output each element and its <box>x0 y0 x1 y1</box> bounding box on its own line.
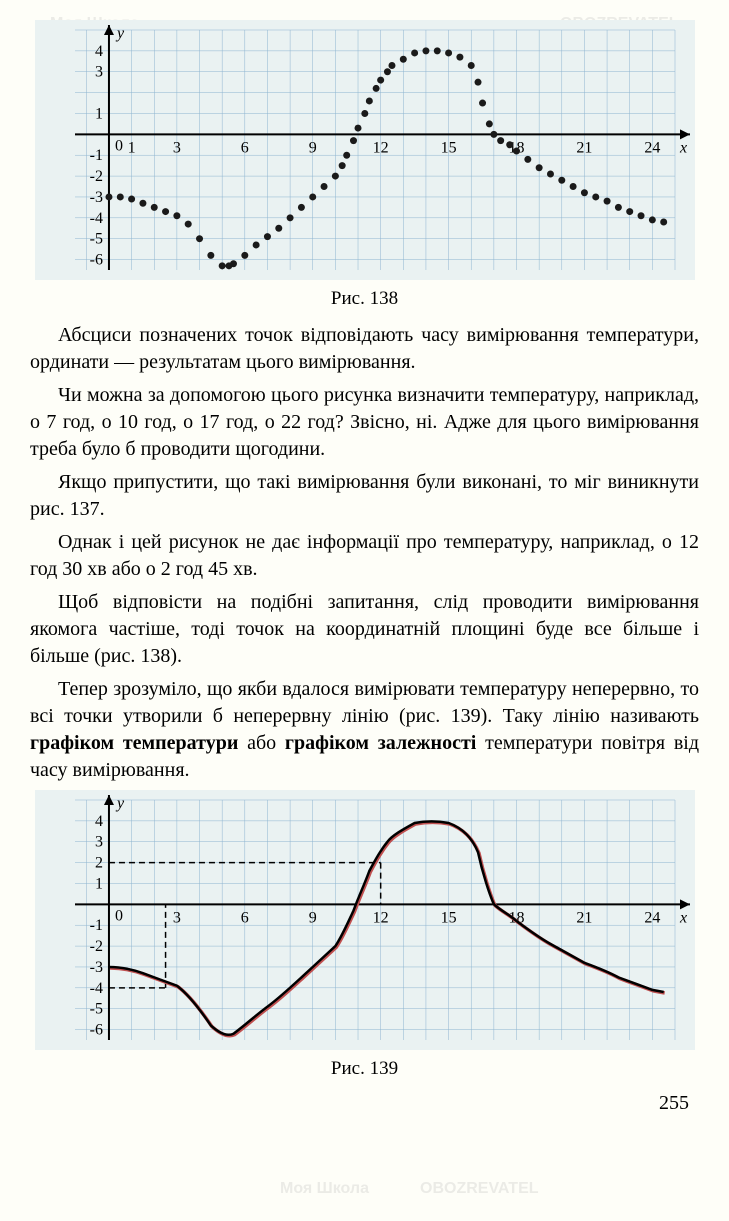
svg-text:-4: -4 <box>89 980 102 997</box>
chart-139: xy03691215182124-6-5-4-3-2-11234 <box>35 790 695 1050</box>
svg-text:9: 9 <box>308 139 316 156</box>
paragraph: Якщо припустити, що такі вимірювання бул… <box>30 469 699 523</box>
svg-text:-1: -1 <box>89 147 102 164</box>
svg-text:-5: -5 <box>89 231 102 248</box>
svg-text:3: 3 <box>172 139 180 156</box>
svg-text:x: x <box>679 909 687 926</box>
svg-text:0: 0 <box>114 137 122 154</box>
chart-138: xy013691215182124-6-5-4-3-2-1134 <box>35 20 695 280</box>
page-number: 255 <box>30 1092 699 1115</box>
svg-text:24: 24 <box>644 909 660 926</box>
paragraph: Щоб відповісти на подібні запитання, слі… <box>30 589 699 670</box>
svg-text:-3: -3 <box>89 189 102 206</box>
figure-caption-138: Рис. 138 <box>30 288 699 310</box>
watermark: OBOZREVATEL <box>420 1180 539 1198</box>
svg-text:-4: -4 <box>89 210 102 227</box>
svg-text:4: 4 <box>94 813 102 830</box>
svg-text:12: 12 <box>372 139 388 156</box>
svg-text:-6: -6 <box>89 1022 102 1039</box>
svg-text:3: 3 <box>94 64 102 81</box>
svg-text:-3: -3 <box>89 959 102 976</box>
svg-text:2: 2 <box>94 855 102 872</box>
svg-text:6: 6 <box>240 139 248 156</box>
page: Моя Школа OBOZREVATEL xy013691215182124-… <box>0 0 729 1221</box>
svg-text:15: 15 <box>440 139 456 156</box>
svg-text:4: 4 <box>94 43 102 60</box>
svg-text:21: 21 <box>576 139 592 156</box>
svg-text:12: 12 <box>372 909 388 926</box>
watermark: Моя Школа <box>280 1180 369 1198</box>
svg-text:x: x <box>679 139 687 156</box>
svg-text:1: 1 <box>127 139 135 156</box>
svg-text:-5: -5 <box>89 1001 102 1018</box>
svg-text:3: 3 <box>94 834 102 851</box>
svg-text:-2: -2 <box>89 938 102 955</box>
svg-text:9: 9 <box>308 909 316 926</box>
svg-text:1: 1 <box>94 875 102 892</box>
paragraph: Тепер зрозуміло, що якби вдалося вимірюв… <box>30 676 699 784</box>
svg-text:0: 0 <box>114 907 122 924</box>
paragraph: Однак і цей рисунок не дає інформації пр… <box>30 529 699 583</box>
figure-caption-139: Рис. 139 <box>30 1058 699 1080</box>
svg-text:24: 24 <box>644 139 660 156</box>
svg-text:y: y <box>114 795 124 812</box>
svg-text:-2: -2 <box>89 168 102 185</box>
svg-text:21: 21 <box>576 909 592 926</box>
paragraph: Абсциси позначених точок відповідають ча… <box>30 322 699 376</box>
svg-text:15: 15 <box>440 909 456 926</box>
svg-text:1: 1 <box>94 105 102 122</box>
svg-text:-1: -1 <box>89 917 102 934</box>
paragraph: Чи можна за допомогою цього рисунка визн… <box>30 382 699 463</box>
svg-text:6: 6 <box>240 909 248 926</box>
svg-text:y: y <box>114 25 124 42</box>
svg-text:-6: -6 <box>89 252 102 269</box>
svg-text:3: 3 <box>172 909 180 926</box>
